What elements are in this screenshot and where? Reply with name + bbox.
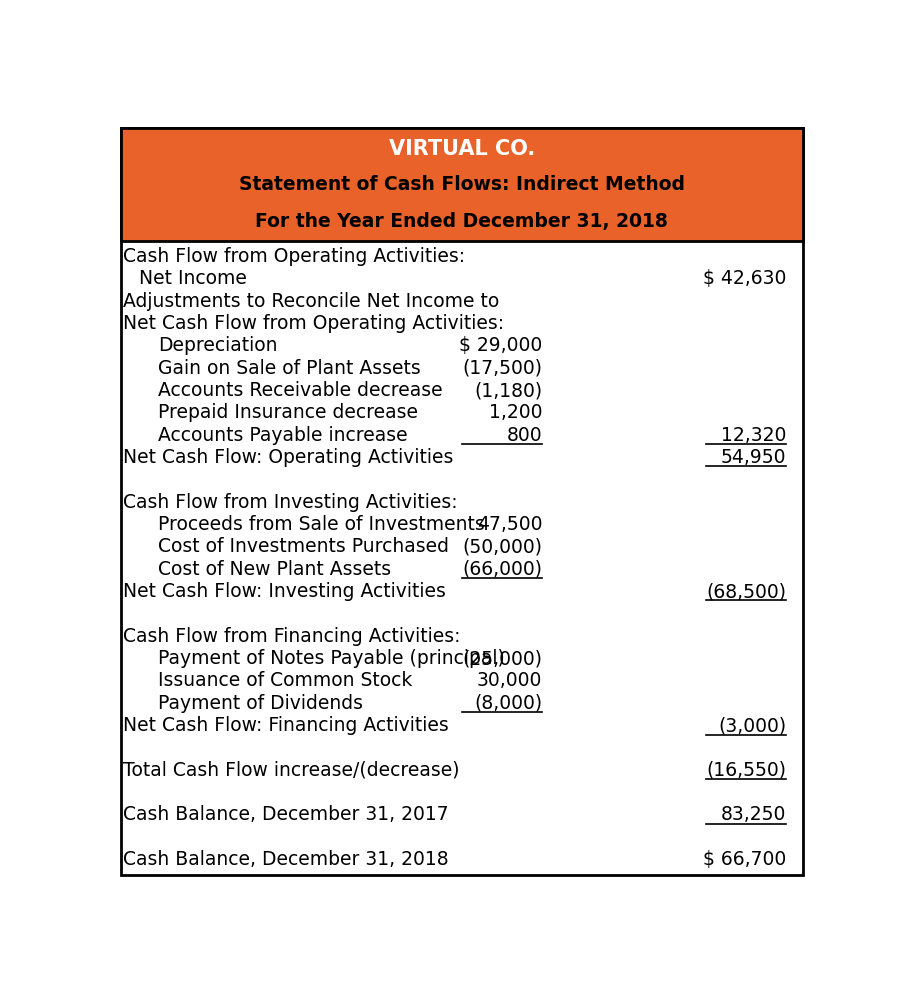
Bar [121, 128, 803, 241]
Text: Net Income: Net Income [139, 269, 247, 288]
Text: Cash Flow from Investing Activities:: Cash Flow from Investing Activities: [123, 493, 458, 511]
Text: (25,000): (25,000) [462, 649, 542, 668]
Text: VIRTUAL CO.: VIRTUAL CO. [388, 139, 535, 159]
Text: Proceeds from Sale of Investments: Proceeds from Sale of Investments [158, 515, 485, 534]
Text: (16,550): (16,550) [706, 761, 787, 780]
Text: (1,180): (1,180) [474, 381, 542, 400]
Text: $ 66,700: $ 66,700 [703, 850, 787, 869]
Text: Cash Balance, December 31, 2018: Cash Balance, December 31, 2018 [123, 850, 449, 869]
Text: Issuance of Common Stock: Issuance of Common Stock [158, 671, 413, 690]
Text: (8,000): (8,000) [474, 694, 542, 713]
Text: 1,200: 1,200 [488, 403, 542, 422]
Text: 30,000: 30,000 [477, 671, 542, 690]
Text: (3,000): (3,000) [718, 716, 787, 735]
Text: 800: 800 [506, 426, 542, 445]
Text: Prepaid Insurance decrease: Prepaid Insurance decrease [158, 403, 418, 422]
Text: (17,500): (17,500) [462, 358, 542, 377]
Text: (68,500): (68,500) [706, 582, 787, 601]
Text: Cost of Investments Purchased: Cost of Investments Purchased [158, 537, 449, 556]
Text: Cost of New Plant Assets: Cost of New Plant Assets [158, 560, 391, 579]
Text: Cash Balance, December 31, 2017: Cash Balance, December 31, 2017 [123, 805, 449, 824]
Text: (66,000): (66,000) [462, 560, 542, 579]
Text: Depreciation: Depreciation [158, 337, 278, 355]
Text: Gain on Sale of Plant Assets: Gain on Sale of Plant Assets [158, 358, 421, 377]
Text: 54,950: 54,950 [721, 448, 787, 467]
Text: $ 42,630: $ 42,630 [703, 269, 787, 288]
Text: 47,500: 47,500 [477, 515, 542, 534]
Text: $ 29,000: $ 29,000 [459, 337, 542, 355]
Text: 83,250: 83,250 [721, 805, 787, 824]
Text: (50,000): (50,000) [462, 537, 542, 556]
Text: Payment of Notes Payable (principal): Payment of Notes Payable (principal) [158, 649, 505, 668]
Text: Accounts Payable increase: Accounts Payable increase [158, 426, 407, 445]
Text: Total Cash Flow increase/(decrease): Total Cash Flow increase/(decrease) [123, 761, 460, 780]
Text: Adjustments to Reconcile Net Income to: Adjustments to Reconcile Net Income to [123, 292, 499, 311]
Text: Payment of Dividends: Payment of Dividends [158, 694, 363, 713]
Text: 12,320: 12,320 [721, 426, 787, 445]
Text: Cash Flow from Financing Activities:: Cash Flow from Financing Activities: [123, 627, 460, 645]
Text: Cash Flow from Operating Activities:: Cash Flow from Operating Activities: [123, 247, 465, 266]
Text: For the Year Ended December 31, 2018: For the Year Ended December 31, 2018 [255, 212, 669, 230]
Text: Net Cash Flow: Financing Activities: Net Cash Flow: Financing Activities [123, 716, 449, 735]
Text: Accounts Receivable decrease: Accounts Receivable decrease [158, 381, 442, 400]
Text: Net Cash Flow: Investing Activities: Net Cash Flow: Investing Activities [123, 582, 446, 601]
Text: Net Cash Flow from Operating Activities:: Net Cash Flow from Operating Activities: [123, 314, 505, 333]
Text: Net Cash Flow: Operating Activities: Net Cash Flow: Operating Activities [123, 448, 453, 467]
Text: Statement of Cash Flows: Indirect Method: Statement of Cash Flows: Indirect Method [239, 176, 685, 195]
